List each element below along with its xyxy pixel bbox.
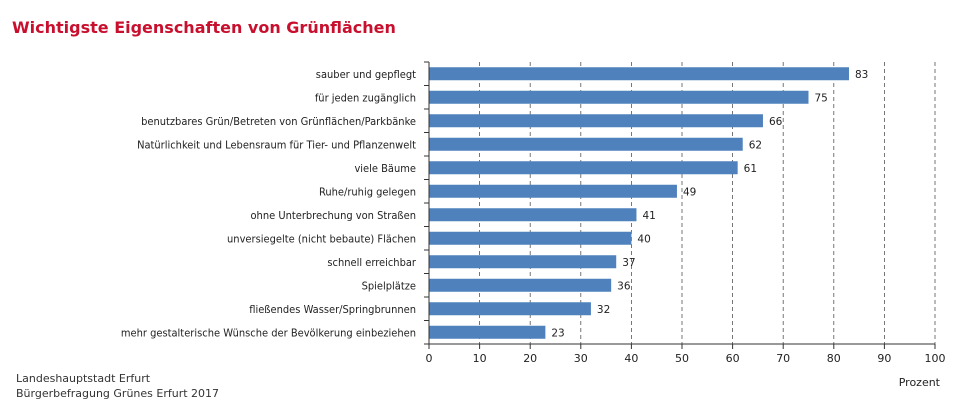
x-tick-label: 40 bbox=[624, 352, 638, 365]
x-axis-unit-label: Prozent bbox=[899, 376, 941, 389]
category-label: benutzbares Grün/Betreten von Grünfläche… bbox=[141, 115, 416, 128]
category-label: mehr gestalterische Wünsche der Bevölker… bbox=[121, 326, 416, 339]
category-label: für jeden zugänglich bbox=[315, 91, 416, 104]
bar-value-label: 61 bbox=[744, 163, 757, 175]
bar-value-label: 32 bbox=[597, 304, 610, 316]
x-tick-label: 90 bbox=[877, 352, 891, 365]
category-label: sauber und gepflegt bbox=[316, 68, 416, 81]
bar-value-label: 62 bbox=[749, 139, 762, 151]
source-line-1: Landeshauptstadt Erfurt bbox=[16, 372, 151, 385]
grid-lines bbox=[479, 62, 936, 344]
bar-value-label: 83 bbox=[855, 69, 868, 81]
bar bbox=[429, 278, 612, 292]
x-tick-label: 0 bbox=[426, 352, 433, 365]
bar bbox=[429, 208, 637, 222]
category-label: viele Bäume bbox=[354, 162, 416, 175]
bar bbox=[429, 90, 809, 104]
bar bbox=[429, 231, 632, 245]
x-axis: 0 10 20 30 40 50 60 70 80 90 100 bbox=[424, 61, 946, 365]
x-tick-label: 50 bbox=[675, 352, 689, 365]
bar-value-label: 40 bbox=[637, 233, 650, 245]
bar-value-label: 75 bbox=[815, 92, 828, 104]
x-tick-label: 10 bbox=[473, 352, 487, 365]
bar-value-label: 23 bbox=[551, 327, 564, 339]
x-tick-label: 60 bbox=[726, 352, 740, 365]
bar bbox=[429, 114, 763, 128]
bar bbox=[429, 255, 617, 269]
bar-value-label: 37 bbox=[622, 257, 635, 269]
chart-title: Wichtigste Eigenschaften von Grünflächen bbox=[12, 18, 396, 37]
category-label: fließendes Wasser/Springbrunnen bbox=[249, 303, 416, 316]
bar-value-label: 49 bbox=[683, 186, 696, 198]
category-label: unversiegelte (nicht bebaute) Flächen bbox=[227, 232, 416, 245]
x-tick-label: 80 bbox=[827, 352, 841, 365]
category-label: Natürlichkeit und Lebensraum für Tier- u… bbox=[137, 138, 416, 151]
bar-value-label: 41 bbox=[642, 210, 655, 222]
x-tick-label: 30 bbox=[574, 352, 588, 365]
bar bbox=[429, 325, 546, 339]
x-tick-label: 20 bbox=[523, 352, 537, 365]
x-tick-label: 70 bbox=[776, 352, 790, 365]
bar bbox=[429, 67, 849, 81]
category-label: schnell erreichbar bbox=[327, 256, 417, 269]
category-labels: sauber und gepflegt für jeden zugänglich b… bbox=[121, 68, 417, 340]
source-line-2: Bürgerbefragung Grünes Erfurt 2017 bbox=[16, 387, 220, 400]
bar bbox=[429, 184, 677, 198]
bar bbox=[429, 302, 591, 316]
x-tick-label: 100 bbox=[925, 352, 946, 365]
category-label: ohne Unterbrechung von Straßen bbox=[251, 209, 417, 222]
bar-value-label: 36 bbox=[617, 280, 631, 292]
category-label: Ruhe/ruhig gelegen bbox=[319, 185, 416, 198]
category-label: Spielplätze bbox=[362, 279, 416, 292]
bar bbox=[429, 137, 743, 151]
bar bbox=[429, 161, 738, 175]
bar-value-label: 66 bbox=[769, 116, 783, 128]
